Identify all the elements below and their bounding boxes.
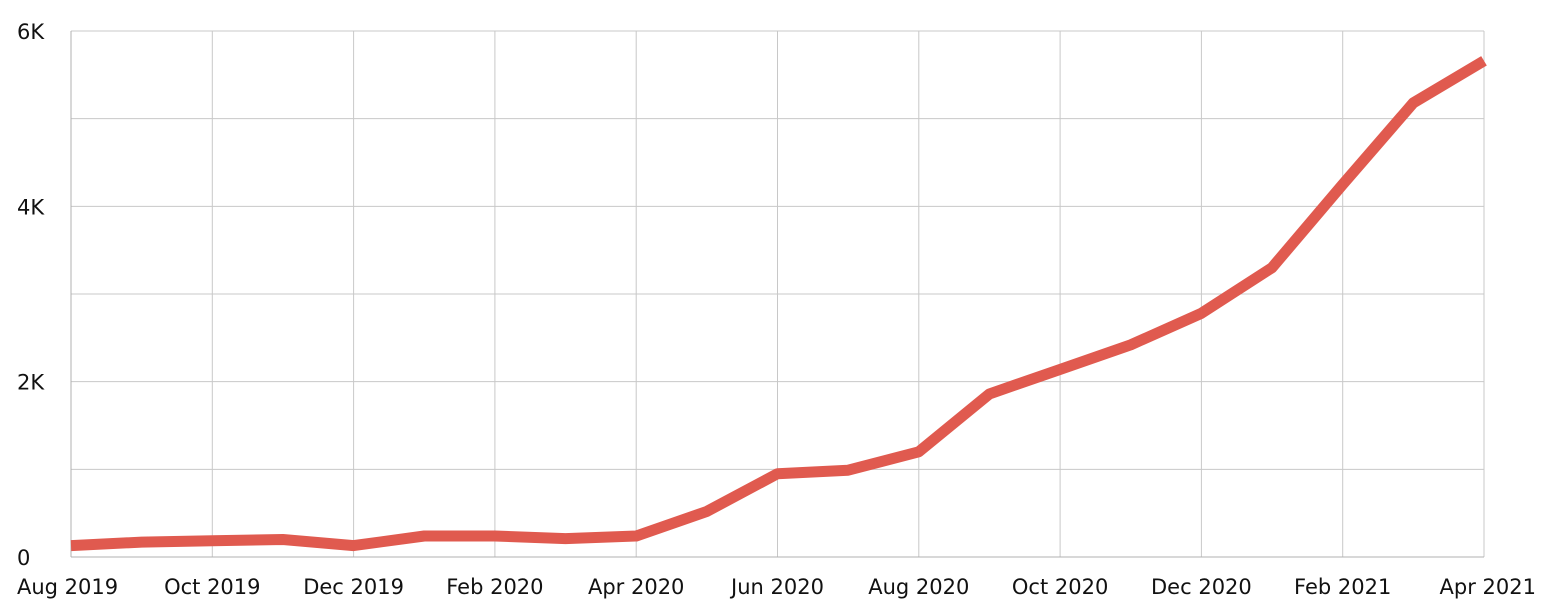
data-point (1267, 262, 1278, 273)
x-tick-label: Oct 2020 (1012, 575, 1108, 599)
y-axis-labels: 0 2K 4K 6K (17, 20, 45, 570)
data-point (772, 468, 783, 479)
data-point (489, 530, 500, 541)
data-point (136, 537, 147, 548)
y-tick-label: 6K (17, 20, 45, 44)
data-point (984, 388, 995, 399)
x-tick-label: Oct 2019 (164, 575, 260, 599)
data-point (1196, 308, 1207, 319)
x-tick-label: Aug 2020 (868, 575, 969, 599)
data-point (701, 506, 712, 517)
data-point (348, 540, 359, 551)
data-point (277, 534, 288, 545)
data-point (1479, 55, 1490, 66)
series-line (70, 56, 1487, 552)
data-point (843, 465, 854, 476)
x-tick-label: Apr 2021 (1440, 575, 1536, 599)
data-point (1408, 97, 1419, 108)
data-point (560, 533, 571, 544)
y-tick-label: 4K (17, 195, 45, 219)
data-point (1055, 364, 1066, 375)
data-point (1337, 179, 1348, 190)
y-tick-label: 0 (17, 546, 30, 570)
y-tick-label: 2K (17, 371, 45, 395)
data-point (66, 540, 77, 551)
data-point (207, 535, 218, 546)
data-point (913, 446, 924, 457)
x-tick-label: Dec 2020 (1151, 575, 1252, 599)
x-tick-label: Apr 2020 (588, 575, 684, 599)
data-point (631, 530, 642, 541)
x-axis-labels: Aug 2019 Oct 2019 Dec 2019 Feb 2020 Apr 2020… (17, 575, 1536, 599)
data-point (1125, 339, 1136, 350)
x-tick-label: Jun 2020 (729, 575, 824, 599)
x-tick-label: Aug 2019 (17, 575, 118, 599)
x-tick-label: Dec 2019 (303, 575, 404, 599)
grid (70, 30, 1485, 558)
x-tick-label: Feb 2020 (446, 575, 543, 599)
data-point (419, 530, 430, 541)
x-tick-label: Feb 2021 (1294, 575, 1391, 599)
